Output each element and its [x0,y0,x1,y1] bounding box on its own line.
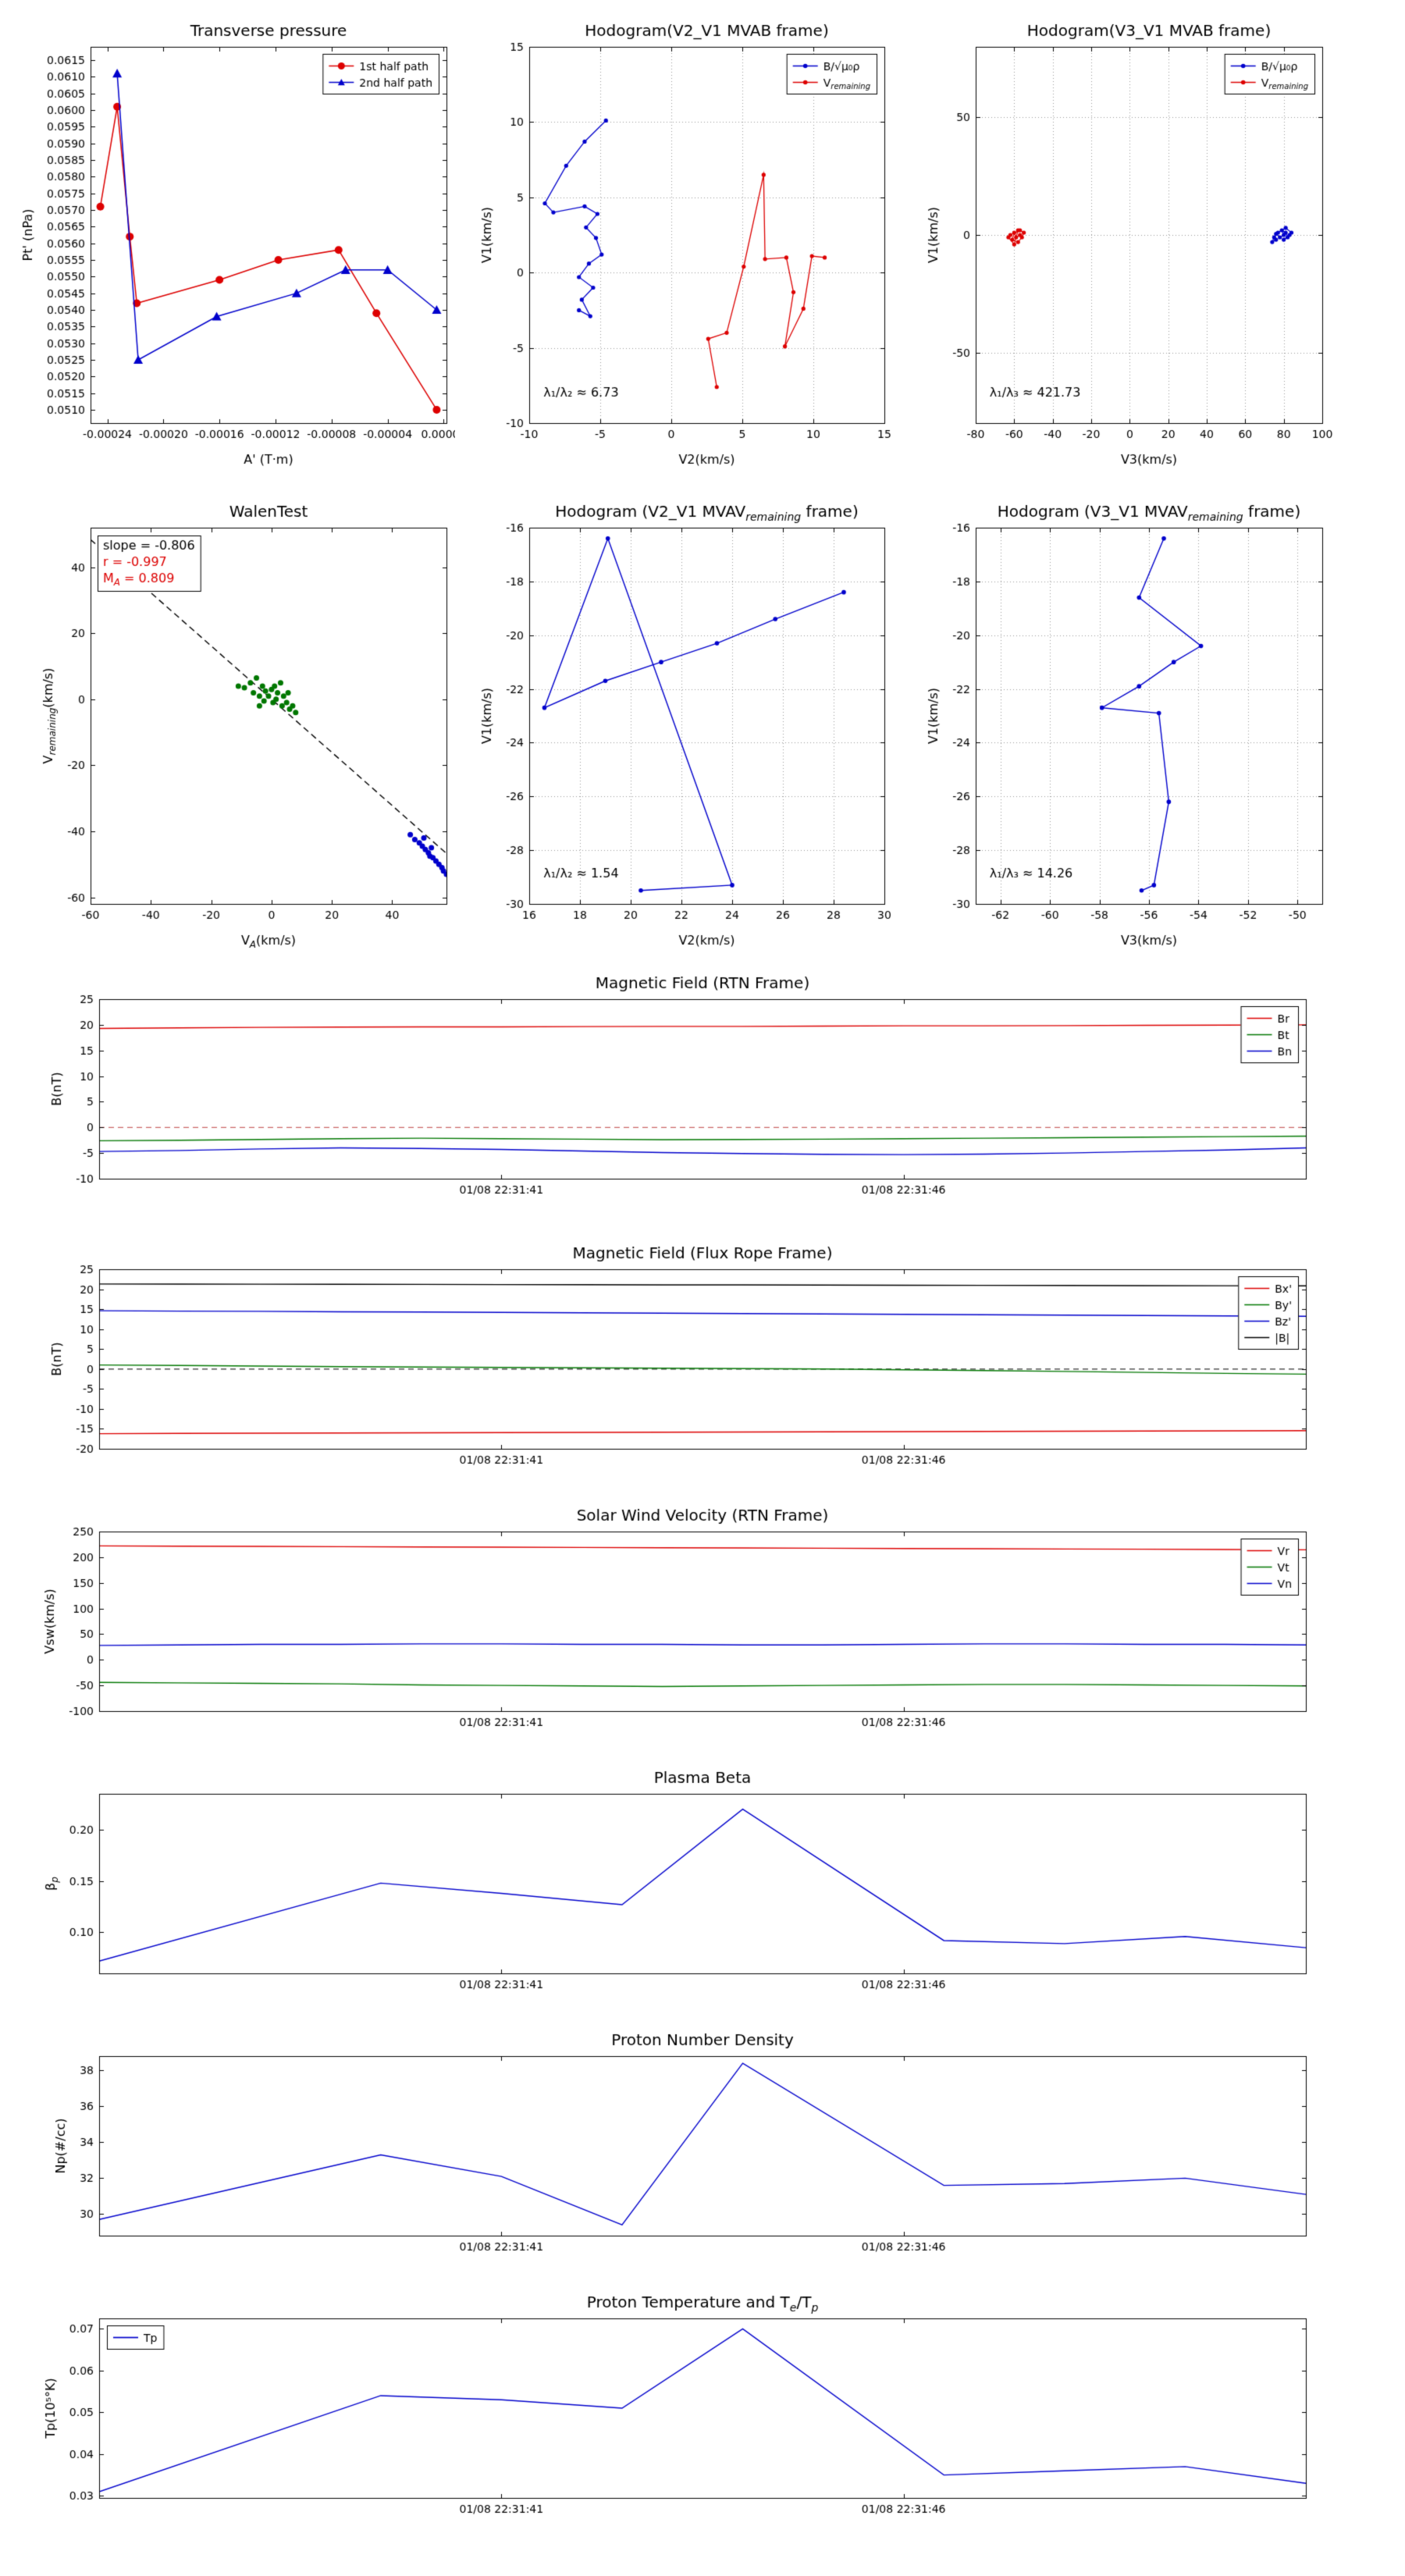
hodogram-v3v1-mvab-plot [902,9,1344,489]
solar-wind-velocity-plot [0,1493,1405,1750]
magnetic-field-rtn-plot [0,960,1405,1218]
hodogram-v2v1-mvab-plot [455,9,906,489]
proton-temperature-plot [0,2279,1405,2537]
proton-density-plot [0,2017,1405,2275]
walen-test-plot [16,490,468,970]
magnetic-field-flux-rope-plot [0,1230,1405,1488]
hodogram-v3v1-mvav-plot [902,490,1344,970]
hodogram-v2v1-mvav-plot [455,490,906,970]
plasma-beta-plot [0,1755,1405,2012]
transverse-pressure-plot [16,9,468,489]
